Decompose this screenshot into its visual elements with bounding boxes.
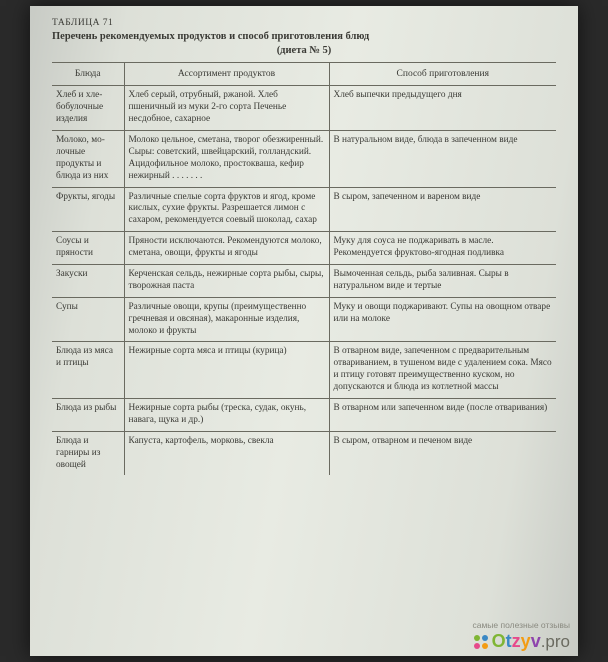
table-cell: Молоко цельное, сметана, тво­рог обезжир…	[124, 130, 329, 187]
table-cell: Керченская сельдь, нежирные сорта рыбы, …	[124, 264, 329, 297]
table-cell: Капуста, картофель, морковь, свекла	[124, 431, 329, 475]
table-cell: Пряности исключаются. Ре­комендуются мол…	[124, 232, 329, 265]
col-header-products: Ассортимент продуктов	[124, 63, 329, 86]
table-row: Хлеб и хле­бобулоч­ные изде­лияХлеб серы…	[52, 86, 556, 131]
table-cell: В натуральном виде, блюда в запеченном в…	[329, 130, 556, 187]
table-subtitle: (диета № 5)	[52, 45, 556, 56]
table-cell: Фрукты, ягоды	[52, 187, 124, 232]
document-page: ТАБЛИЦА 71 Перечень рекомендуемых продук…	[30, 6, 578, 656]
table-cell: Блюда и гарниры из овощей	[52, 431, 124, 475]
table-header-row: Блюда Ассортимент продуктов Способ приго…	[52, 63, 556, 86]
table-cell: В отварном или запеченном ви­де (после о…	[329, 398, 556, 431]
table-row: ЗакускиКерченская сельдь, нежирные сорта…	[52, 264, 556, 297]
table-number: ТАБЛИЦА 71	[52, 18, 556, 28]
col-header-method: Способ приготовления	[329, 63, 556, 86]
col-header-dish: Блюда	[52, 63, 124, 86]
table-cell: Хлеб и хле­бобулоч­ные изде­лия	[52, 86, 124, 131]
table-cell: В сыром, запеченном и варе­ном виде	[329, 187, 556, 232]
table-cell: Хлеб выпечки предыдущего дня	[329, 86, 556, 131]
table-cell: Нежирные сорта мяса и птицы (курица)	[124, 342, 329, 399]
table-cell: В сыром, отварном и печеном виде	[329, 431, 556, 475]
table-row: Блюда из рыбыНежирные сорта рыбы (треска…	[52, 398, 556, 431]
table-cell: Муку и овощи поджаривают. Супы на овощно…	[329, 297, 556, 342]
watermark-tagline: самые полезные отзывы	[472, 620, 570, 630]
table-row: Молоко, мо­лочные продукты и блюда из ни…	[52, 130, 556, 187]
diet-table: Блюда Ассортимент продуктов Способ приго…	[52, 62, 556, 475]
table-cell: Соусы и пряности	[52, 232, 124, 265]
table-row: Блюда и гарниры из овощейКапуста, картоф…	[52, 431, 556, 475]
table-cell: Блюда из мяса и птицы	[52, 342, 124, 399]
table-cell: Различные овощи, крупы (пре­имущественно…	[124, 297, 329, 342]
table-cell: В отварном виде, запеченном с предварите…	[329, 342, 556, 399]
table-row: Соусы и пряностиПряности исключаются. Ре…	[52, 232, 556, 265]
table-cell: Супы	[52, 297, 124, 342]
watermark-brand: Otzyv.pro	[492, 631, 570, 652]
table-row: Блюда из мяса и птицыНежирные сорта мяса…	[52, 342, 556, 399]
watermark-dots-icon	[474, 635, 488, 649]
table-title: Перечень рекомендуемых продуктов и спосо…	[52, 30, 556, 43]
table-cell: Нежирные сорта рыбы (треска, судак, окун…	[124, 398, 329, 431]
table-cell: Хлеб серый, отрубный, ржаной. Хлеб пшени…	[124, 86, 329, 131]
table-cell: Муку для соуса не поджари­вать в масле. …	[329, 232, 556, 265]
table-row: Фрукты, ягодыРазличные спелые сорта фрук…	[52, 187, 556, 232]
table-cell: Закуски	[52, 264, 124, 297]
table-cell: Различные спелые сорта фрук­тов и ягод, …	[124, 187, 329, 232]
table-cell: Вымоченная сельдь, рыба за­ливная. Сыры …	[329, 264, 556, 297]
table-row: СупыРазличные овощи, крупы (пре­имуществ…	[52, 297, 556, 342]
table-cell: Молоко, мо­лочные продукты и блюда из ни…	[52, 130, 124, 187]
watermark: Otzyv.pro	[474, 631, 570, 652]
table-cell: Блюда из рыбы	[52, 398, 124, 431]
